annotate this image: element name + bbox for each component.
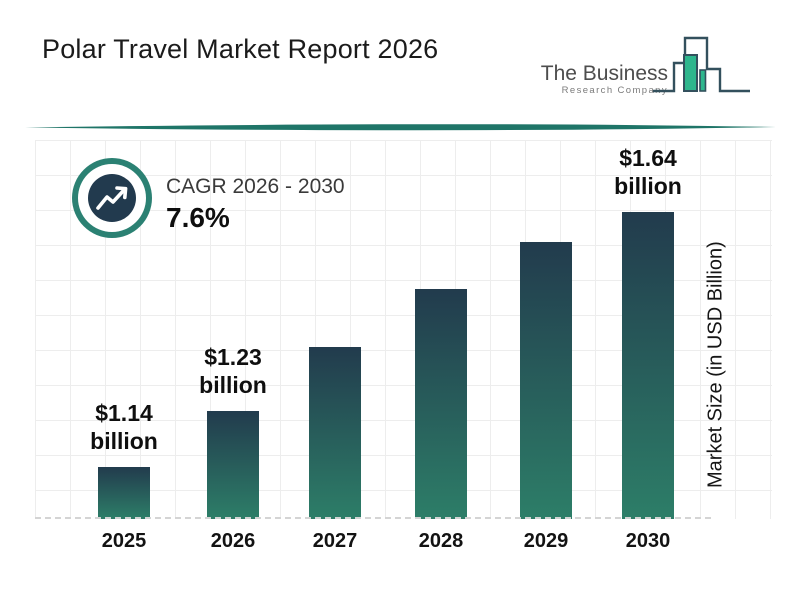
bar-2027 — [309, 347, 361, 519]
divider-line — [25, 124, 776, 131]
cagr-badge — [72, 158, 152, 238]
cagr-badge-ring — [78, 164, 146, 232]
x-tick-2026: 2026 — [210, 530, 256, 552]
x-tick-2029: 2029 — [523, 530, 569, 552]
value-label-2025: $1.14 billion — [90, 400, 158, 454]
brand-logo-text: The Business Research Company — [541, 63, 668, 99]
brand-logo: The Business Research Company — [541, 30, 754, 99]
brand-subtitle: Research Company — [561, 85, 668, 96]
x-tick-2030: 2030 — [625, 530, 671, 552]
bar-2029 — [520, 242, 572, 519]
x-tick-2028: 2028 — [418, 530, 464, 552]
y-axis-label: Market Size (in USD Billion) — [704, 241, 727, 489]
trend-up-arrow-icon — [88, 174, 136, 222]
bar-2028 — [415, 289, 467, 519]
cagr-label: CAGR 2026 - 2030 — [166, 175, 345, 198]
bar-2030 — [622, 212, 674, 519]
value-label-2030: $1.64 billion — [614, 145, 682, 199]
x-tick-2027: 2027 — [312, 530, 358, 552]
bar-2025 — [98, 467, 150, 519]
bar-2026 — [207, 411, 259, 519]
skyline-bars-icon — [650, 30, 754, 99]
value-label-2026: $1.23 billion — [199, 344, 267, 398]
brand-name: The Business — [540, 62, 668, 85]
page-title: Polar Travel Market Report 2026 — [42, 34, 439, 64]
axis-baseline — [35, 517, 711, 519]
cagr-value: 7.6% — [166, 202, 230, 233]
x-tick-2025: 2025 — [101, 530, 147, 552]
